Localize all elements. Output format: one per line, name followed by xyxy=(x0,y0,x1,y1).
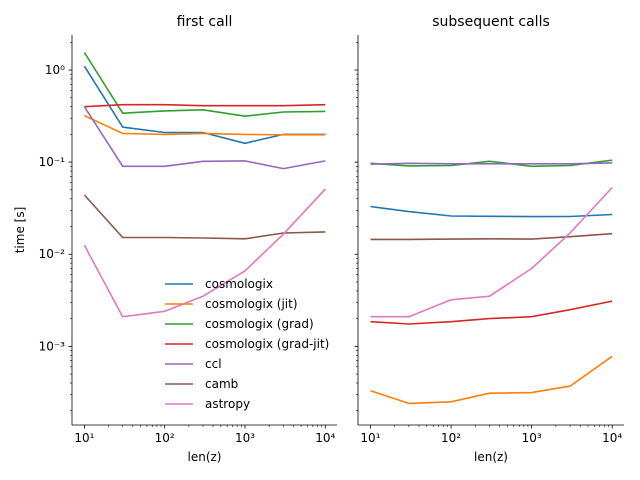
series-line-astropy xyxy=(83,188,326,318)
x-axis-label: len(z) xyxy=(474,450,508,464)
series-line-cosmologix-jit xyxy=(84,114,326,136)
y-tick-label: 10⁻² xyxy=(39,247,66,261)
chart-title: first call xyxy=(177,14,233,30)
legend-label-cosmologix-jit: cosmologix (jit) xyxy=(205,297,298,311)
series-line-cosmologix-jit xyxy=(370,355,613,405)
x-tick-label: 10⁴ xyxy=(602,431,622,445)
x-tick-label: 10² xyxy=(155,431,175,445)
series-line-ccl xyxy=(370,162,613,165)
legend-label-cosmologix-grad: cosmologix (grad) xyxy=(205,317,314,331)
series-line-cosmologix-grad-jit xyxy=(84,103,326,108)
y-axis-label: time [s] xyxy=(13,207,27,254)
x-tick-label: 10⁴ xyxy=(315,431,335,445)
x-tick-label: 10³ xyxy=(522,431,542,445)
series-line-ccl xyxy=(83,106,326,170)
panel-first-call: first call len(z) time [s] 10¹ 10² 10³ 10⁴ 10⁻³… xyxy=(13,14,337,464)
series-line-cosmologix-grad-jit xyxy=(370,300,613,325)
legend: cosmologix cosmologix (jit) cosmologix (gr… xyxy=(165,277,329,411)
legend-label-ccl: ccl xyxy=(205,357,222,371)
panel-subsequent-calls: subsequent calls len(z) 10¹ 10² 10³ 10⁴ xyxy=(354,14,624,464)
x-tick-label: 10² xyxy=(441,431,461,445)
y-tick-label: 10⁻¹ xyxy=(39,155,66,169)
x-tick-label: 10¹ xyxy=(360,431,380,445)
y-tick-label: 10⁰ xyxy=(45,63,65,77)
series-line-cosmologix-grad xyxy=(370,159,613,168)
series-line-cosmologix xyxy=(370,205,613,218)
legend-label-astropy: astropy xyxy=(205,397,250,411)
chart-title: subsequent calls xyxy=(432,14,550,30)
x-tick-label: 10³ xyxy=(235,431,255,445)
legend-label-camb: camb xyxy=(205,377,238,391)
series-line-astropy xyxy=(370,186,613,318)
legend-label-cosmologix: cosmologix xyxy=(205,277,273,291)
x-tick-label: 10¹ xyxy=(74,431,94,445)
series-line-camb xyxy=(370,232,613,241)
series-line-cosmologix-grad xyxy=(83,52,326,117)
legend-label-cosmologix-grad-jit: cosmologix (grad-jit) xyxy=(205,337,329,351)
x-axis-label: len(z) xyxy=(188,450,222,464)
series-line-camb xyxy=(83,194,326,240)
y-tick-label: 10⁻³ xyxy=(39,339,66,353)
